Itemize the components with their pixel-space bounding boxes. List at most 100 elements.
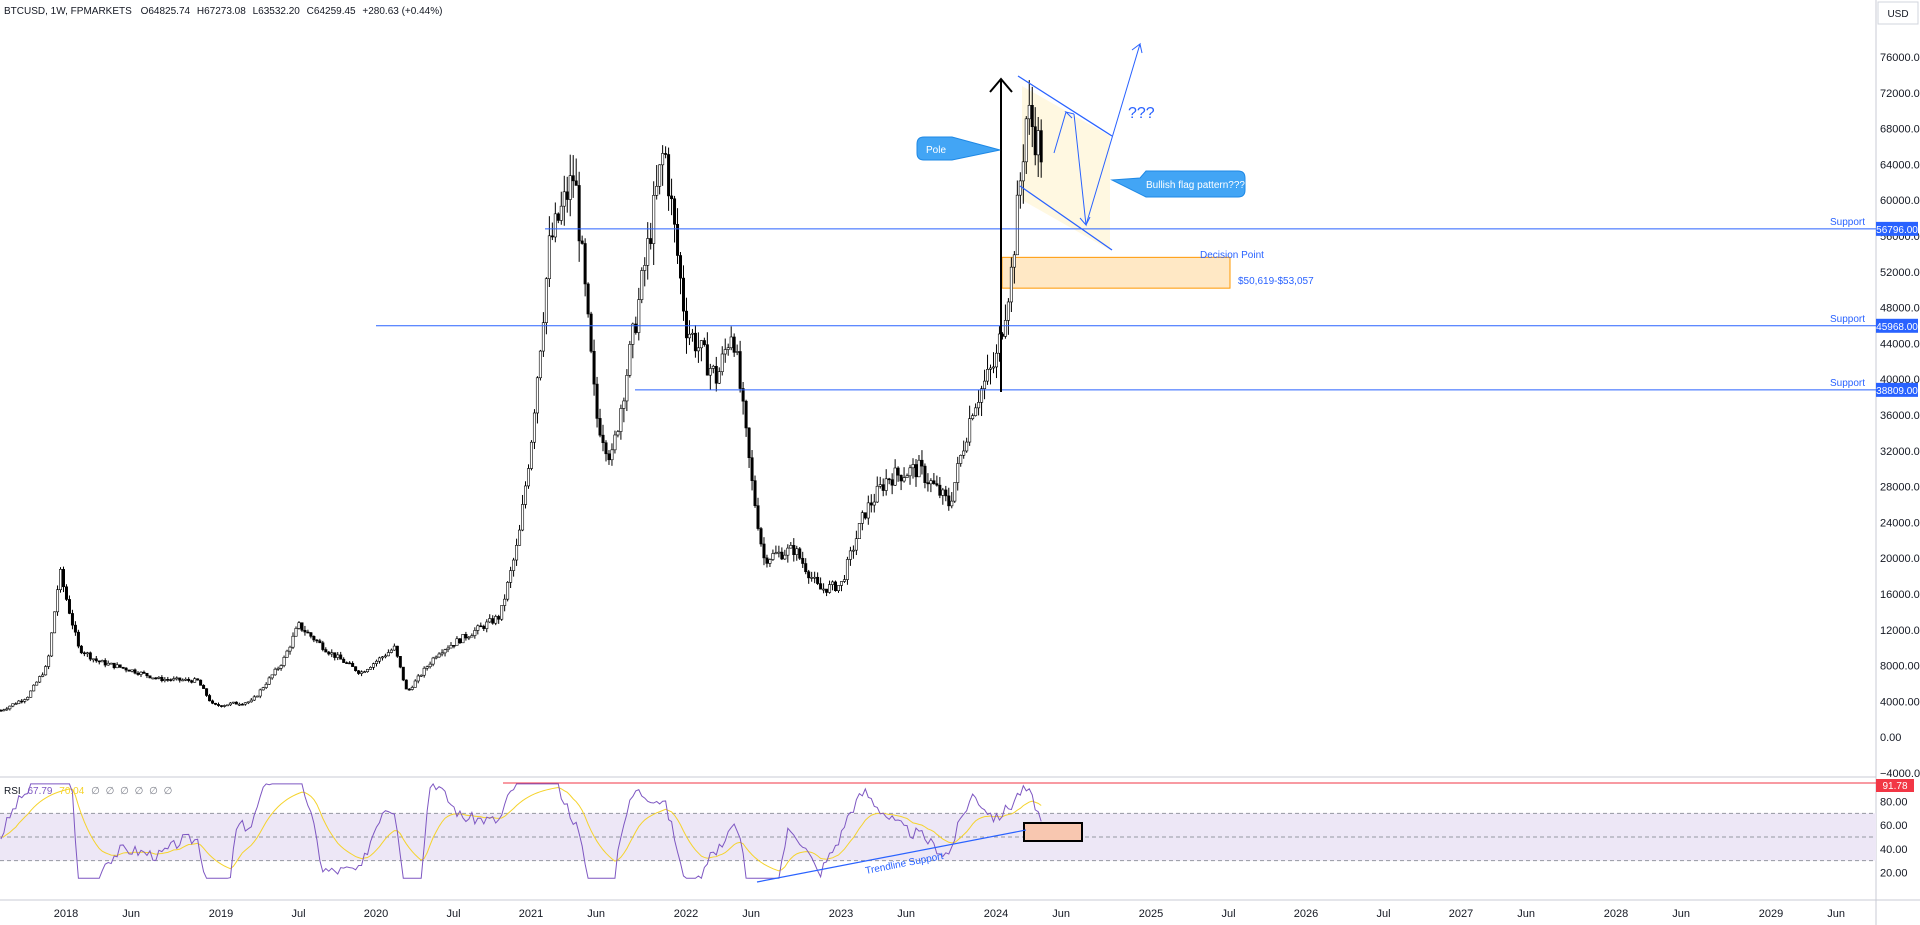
rsi-axis[interactable]: 80.00 60.00 40.00 20.00 (1880, 797, 1908, 880)
rsi-tick-label: 40.00 (1880, 844, 1908, 856)
projection-up-arrow[interactable] (1053, 111, 1075, 154)
candle-body (834, 581, 838, 592)
pole-label: Pole (926, 145, 946, 156)
low-value: 63532.20 (258, 6, 300, 17)
candle-body (574, 180, 578, 186)
candle-body (1033, 126, 1037, 156)
rsi-tick-label: 60.00 (1880, 820, 1908, 832)
candle-body (839, 581, 843, 586)
candle-body (738, 351, 742, 389)
candle-body (193, 678, 197, 683)
candle-body (8, 705, 12, 710)
candle-body (279, 665, 283, 669)
candle-body (91, 658, 95, 661)
candle-body (583, 243, 587, 285)
candle-body (863, 512, 867, 519)
candle-body (962, 450, 966, 456)
candle-body (881, 484, 885, 491)
candle-body (67, 599, 71, 614)
currency-button[interactable] (1877, 1, 1919, 25)
candle-body (100, 660, 104, 663)
candle-body (53, 611, 57, 634)
candle-body (744, 400, 748, 429)
decision-point-label: Decision Point (1200, 250, 1264, 261)
price-tick-label: 16000.00 (1880, 589, 1920, 601)
candle-body (890, 479, 894, 486)
flag-callout[interactable] (1110, 170, 1246, 198)
open-label: O (141, 6, 149, 17)
rsi-highlight-box[interactable] (1023, 822, 1083, 842)
candle-body (708, 368, 712, 376)
candle-body (664, 153, 668, 155)
support-lines[interactable]: Support 56796.00 Support 45968.00 Support 388… (376, 217, 1918, 397)
candle-body (151, 677, 155, 680)
flag-lower-line[interactable] (1019, 185, 1113, 251)
currency-label: USD (1887, 9, 1908, 20)
candle-body (729, 336, 733, 349)
candle-body (258, 689, 262, 697)
candle-body (586, 283, 590, 315)
candle-body (798, 548, 802, 559)
candle-body (512, 559, 516, 571)
close-value: 64259.45 (314, 6, 356, 17)
candle-body (467, 636, 471, 639)
candle-body (351, 663, 355, 667)
candle-body (234, 701, 238, 705)
rsi-ma-line[interactable] (0, 786, 1042, 872)
candle-body (288, 646, 292, 652)
rsi-label: RSI (4, 786, 21, 797)
candle-body (541, 322, 545, 352)
candle-body (655, 185, 659, 196)
candle-body (765, 557, 769, 564)
time-tick-label: Jul (1376, 908, 1390, 920)
price-axis[interactable]: 76000.00 72000.00 68000.00 64000.00 60000.00… (1880, 52, 1920, 780)
rsi-zero-1: ∅ (91, 786, 100, 797)
candle-body (658, 164, 662, 187)
flag-label: Bullish flag pattern??? (1146, 180, 1245, 191)
projection-down-arrow[interactable] (1073, 113, 1091, 227)
time-tick-label: 2019 (209, 908, 233, 920)
time-tick-label: 2020 (364, 908, 388, 920)
price-pane[interactable] (0, 0, 1876, 775)
support-label: Support (1830, 378, 1865, 389)
time-axis[interactable]: 2018 Jun 2019 Jul 2020 Jul 2021 Jun 2022 Jun 2023 J… (54, 908, 1845, 920)
candle-body (377, 657, 381, 662)
candle-body (679, 255, 683, 279)
rsi-trendline[interactable] (756, 829, 1027, 883)
candle-body (175, 677, 179, 680)
candle-body (959, 454, 963, 464)
rsi-line[interactable] (0, 782, 1042, 880)
flag-upper-line[interactable] (1017, 75, 1113, 137)
candle-body (0, 710, 3, 712)
candle-body (38, 676, 42, 683)
rsi-indicator[interactable] (0, 782, 1876, 880)
rsi-ma-value: 70.04 (59, 786, 84, 797)
candle-body (464, 634, 468, 639)
decision-zone[interactable] (1001, 256, 1231, 289)
candle-body (971, 415, 975, 419)
candle-body (366, 669, 370, 673)
rsi-legend[interactable]: RSI 67.79 70.04 ∅ ∅ ∅ ∅ ∅ ∅ (4, 786, 172, 797)
candle-body (461, 634, 465, 644)
candle-body (953, 482, 957, 502)
candle-body (327, 651, 331, 655)
symbol-legend[interactable]: BTCUSD, 1W, FPMARKETS O64825.74 H67273.0… (4, 6, 442, 17)
candle-body (139, 671, 143, 675)
candle-body (983, 380, 987, 390)
candle-body (553, 213, 557, 238)
pole-callout[interactable] (916, 136, 1001, 161)
candle-body (974, 407, 978, 416)
candle-body (425, 666, 429, 669)
candle-body (23, 699, 27, 702)
price-tick-label: 48000.00 (1880, 303, 1920, 315)
candle-body (243, 702, 247, 705)
price-tick-label: 24000.00 (1880, 517, 1920, 529)
projection-breakout-arrow[interactable] (1085, 42, 1143, 226)
time-tick-label: 2022 (674, 908, 698, 920)
candle-body (828, 584, 832, 593)
candle-body (354, 666, 358, 672)
candle-body (154, 677, 158, 680)
candle-body (547, 235, 551, 279)
candles-layer[interactable] (0, 80, 1043, 712)
